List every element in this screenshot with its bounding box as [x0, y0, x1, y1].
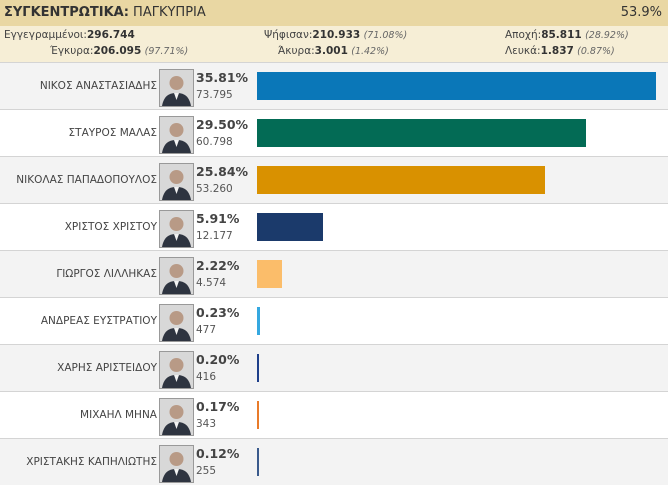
result-bar: [257, 448, 259, 476]
candidate-name: ΝΙΚΟΣ ΑΝΑΣΤΑΣΙΑΔΗΣ: [39, 80, 157, 92]
candidate-name: ΝΙΚΟΛΑΣ ΠΑΠΑΔΟΠΟΥΛΟΣ: [16, 174, 157, 186]
vote-count: 477: [196, 324, 217, 336]
candidate-row: ΧΑΡΗΣ ΑΡΙΣΤΕΙΔΟΥ 0.20% 416: [0, 344, 668, 391]
header-bar: ΣΥΓΚΕΝΤΡΩΤΙΚΑ: ΠΑΓΚΥΠΡΙΑ 53.9%: [0, 0, 668, 26]
candidate-row: ΑΝΔΡΕΑΣ ΕΥΣΤΡΑΤΙΟΥ 0.23% 477: [0, 297, 668, 344]
candidate-photo: [159, 398, 194, 436]
candidate-name: ΜΙΧΑΗΛ ΜΗΝΑ: [80, 409, 157, 421]
vote-count: 60.798: [196, 136, 233, 148]
counted-percent: 53.9%: [620, 5, 662, 20]
candidate-photo: [159, 304, 194, 342]
vote-count: 73.795: [196, 89, 233, 101]
vote-count: 343: [196, 418, 217, 430]
region-name: ΠΑΓΚΥΠΡΙΑ: [133, 5, 206, 20]
stats-panel: Εγγεγραμμένοι:296.744 Ψήφισαν:210.933 (7…: [0, 26, 668, 62]
vote-percent: 29.50%: [196, 117, 249, 132]
candidate-photo: [159, 116, 194, 154]
candidate-name: ΧΡΙΣΤΟΣ ΧΡΙΣΤΟΥ: [64, 221, 157, 233]
candidate-name: ΧΑΡΗΣ ΑΡΙΣΤΕΙΔΟΥ: [57, 362, 157, 374]
registered-stat: Εγγεγραμμένοι:296.744: [4, 29, 135, 41]
result-bar: [257, 354, 260, 382]
vote-percent: 0.17%: [196, 399, 240, 414]
title-label: ΣΥΓΚΕΝΤΡΩΤΙΚΑ:: [4, 5, 129, 20]
vote-count: 416: [196, 371, 217, 383]
candidate-photo: [159, 257, 194, 295]
candidate-name: ΣΤΑΥΡΟΣ ΜΑΛΑΣ: [68, 127, 157, 139]
vote-count: 53.260: [196, 183, 233, 195]
vote-percent: 0.23%: [196, 305, 240, 320]
vote-percent: 0.12%: [196, 446, 240, 461]
candidate-photo: [159, 69, 194, 107]
voted-stat: Ψήφισαν:210.933 (71.08%): [264, 29, 408, 41]
vote-count: 4.574: [196, 277, 227, 289]
result-bar: [257, 401, 259, 429]
candidate-row: ΜΙΧΑΗΛ ΜΗΝΑ 0.17% 343: [0, 391, 668, 438]
result-bar: [257, 307, 260, 335]
candidate-name: ΑΝΔΡΕΑΣ ΕΥΣΤΡΑΤΙΟΥ: [40, 315, 157, 327]
abstention-stat: Αποχή:85.811 (28.92%): [505, 29, 629, 41]
result-bar: [257, 166, 545, 194]
invalid-stat: Άκυρα:3.001 (1.42%): [278, 45, 389, 57]
candidate-row: ΝΙΚΟΛΑΣ ΠΑΠΑΔΟΠΟΥΛΟΣ 25.84% 53.260: [0, 156, 668, 203]
candidate-name: ΧΡΙΣΤΑΚΗΣ ΚΑΠΗΛΙΩΤΗΣ: [26, 456, 157, 468]
page-title: ΣΥΓΚΕΝΤΡΩΤΙΚΑ: ΠΑΓΚΥΠΡΙΑ: [4, 5, 206, 20]
candidate-row: ΝΙΚΟΣ ΑΝΑΣΤΑΣΙΑΔΗΣ 35.81% 73.795: [0, 62, 668, 109]
vote-count: 255: [196, 465, 217, 477]
candidate-photo: [159, 445, 194, 483]
candidate-photo: [159, 351, 194, 389]
candidate-photo: [159, 163, 194, 201]
candidate-row: ΣΤΑΥΡΟΣ ΜΑΛΑΣ 29.50% 60.798: [0, 109, 668, 156]
candidate-row: ΧΡΙΣΤΟΣ ΧΡΙΣΤΟΥ 5.91% 12.177: [0, 203, 668, 250]
vote-percent: 2.22%: [196, 258, 240, 273]
vote-percent: 25.84%: [196, 164, 249, 179]
vote-percent: 0.20%: [196, 352, 240, 367]
result-bar: [257, 260, 282, 288]
blank-stat: Λευκά:1.837 (0.87%): [505, 45, 615, 57]
candidate-name: ΓΙΩΡΓΟΣ ΛΙΛΛΗΚΑΣ: [56, 268, 157, 280]
vote-count: 12.177: [196, 230, 233, 242]
result-bar: [257, 213, 323, 241]
vote-percent: 5.91%: [196, 211, 240, 226]
valid-stat: Έγκυρα:206.095 (97.71%): [50, 45, 189, 57]
vote-percent: 35.81%: [196, 70, 249, 85]
candidate-row: ΓΙΩΡΓΟΣ ΛΙΛΛΗΚΑΣ 2.22% 4.574: [0, 250, 668, 297]
result-bar: [257, 72, 656, 100]
candidate-photo: [159, 210, 194, 248]
candidate-row: ΧΡΙΣΤΑΚΗΣ ΚΑΠΗΛΙΩΤΗΣ 0.12% 255: [0, 438, 668, 485]
result-bar: [257, 119, 586, 147]
